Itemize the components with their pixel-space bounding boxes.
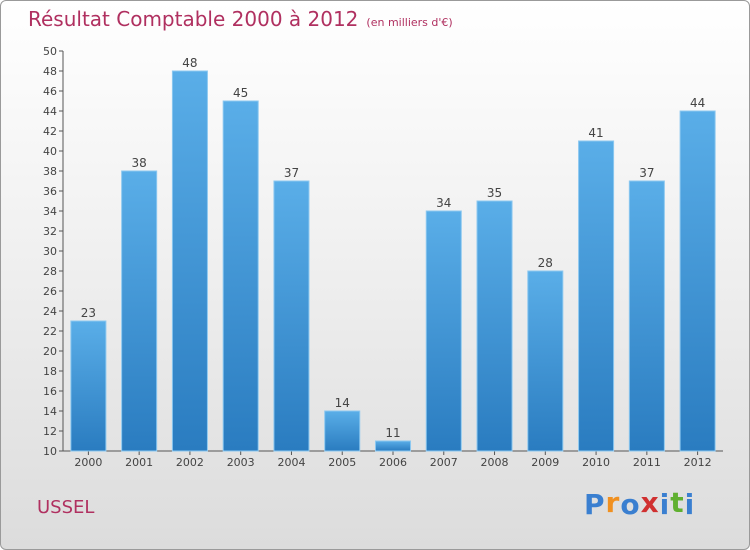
bar — [425, 210, 462, 452]
logo-letter: x — [640, 486, 660, 519]
bar — [70, 320, 107, 452]
logo-letter: r — [605, 486, 621, 519]
data-label: 38 — [132, 156, 147, 170]
x-tick-label: 2009 — [531, 456, 559, 469]
y-tick-label: 18 — [43, 365, 57, 378]
y-tick-label: 34 — [43, 205, 57, 218]
y-tick-label: 30 — [43, 245, 57, 258]
y-tick-label: 32 — [43, 225, 57, 238]
logo-letter: i — [659, 488, 671, 521]
y-axis: 10 12 14 16 18 20 22 24 26 28 30 32 34 36 38 40 42 44 46 48… — [43, 45, 64, 458]
x-tick-label: 2012 — [684, 456, 712, 469]
bar — [628, 180, 665, 452]
y-tick-label: 46 — [43, 85, 57, 98]
y-tick-label: 38 — [43, 165, 57, 178]
data-label: 23 — [81, 306, 96, 320]
data-label: 48 — [182, 56, 197, 70]
logo-letter: i — [684, 488, 696, 521]
proxiti-logo: Proxiti — [584, 486, 696, 521]
bar — [171, 70, 208, 452]
logo-letter: t — [670, 486, 685, 519]
bar — [527, 270, 564, 452]
y-tick-label: 40 — [43, 145, 57, 158]
data-label: 41 — [588, 126, 603, 140]
y-tick-label: 44 — [43, 105, 57, 118]
y-tick-label: 42 — [43, 125, 57, 138]
x-tick-label: 2008 — [481, 456, 509, 469]
y-tick-label: 28 — [43, 265, 57, 278]
data-label: 11 — [385, 426, 400, 440]
location-name: USSEL — [37, 497, 95, 518]
data-label: 37 — [639, 166, 654, 180]
chart-title-text: Résultat Comptable 2000 à 2012 — [28, 7, 359, 31]
data-label: 35 — [487, 186, 502, 200]
bar — [324, 410, 361, 452]
data-label: 44 — [690, 96, 705, 110]
x-tick-label: 2004 — [277, 456, 305, 469]
bar — [121, 170, 158, 452]
x-tick-label: 2007 — [430, 456, 458, 469]
x-tick-label: 2003 — [227, 456, 255, 469]
data-label: 37 — [284, 166, 299, 180]
y-tick-label: 50 — [43, 45, 57, 58]
bar — [273, 180, 310, 452]
y-tick-label: 48 — [43, 65, 57, 78]
y-tick-label: 22 — [43, 325, 57, 338]
y-tick-label: 24 — [43, 305, 57, 318]
x-tick-label: 2006 — [379, 456, 407, 469]
x-tick-label: 2002 — [176, 456, 204, 469]
chart-title: Résultat Comptable 2000 à 2012 (en millie… — [28, 7, 453, 31]
chart-subtitle: (en milliers d'€) — [366, 16, 453, 29]
data-label: 28 — [538, 256, 553, 270]
y-tick-label: 16 — [43, 385, 57, 398]
y-tick-label: 26 — [43, 285, 57, 298]
logo-letter: o — [620, 488, 641, 521]
y-tick-label: 20 — [43, 345, 57, 358]
x-axis: 2000 2001 2002 2003 2004 2005 2006 2007 2008 2009… — [63, 450, 723, 469]
bar — [374, 440, 412, 452]
logo-letter: P — [584, 488, 606, 521]
bars — [70, 70, 716, 452]
x-tick-label: 2010 — [582, 456, 610, 469]
y-tick-label: 36 — [43, 185, 57, 198]
y-tick-label: 12 — [43, 425, 57, 438]
data-label: 14 — [335, 396, 350, 410]
x-tick-label: 2005 — [328, 456, 356, 469]
bar — [578, 140, 615, 452]
data-labels: 23 38 48 45 37 14 11 34 35 28 41 37 44 — [81, 56, 706, 440]
bar — [679, 110, 716, 452]
x-tick-label: 2001 — [125, 456, 153, 469]
x-tick-label: 2000 — [74, 456, 102, 469]
bar — [476, 200, 513, 452]
y-tick-label: 14 — [43, 405, 57, 418]
data-label: 45 — [233, 86, 248, 100]
data-label: 34 — [436, 196, 451, 210]
y-tick-label: 10 — [43, 445, 57, 458]
bar — [222, 100, 259, 452]
x-tick-label: 2011 — [633, 456, 661, 469]
